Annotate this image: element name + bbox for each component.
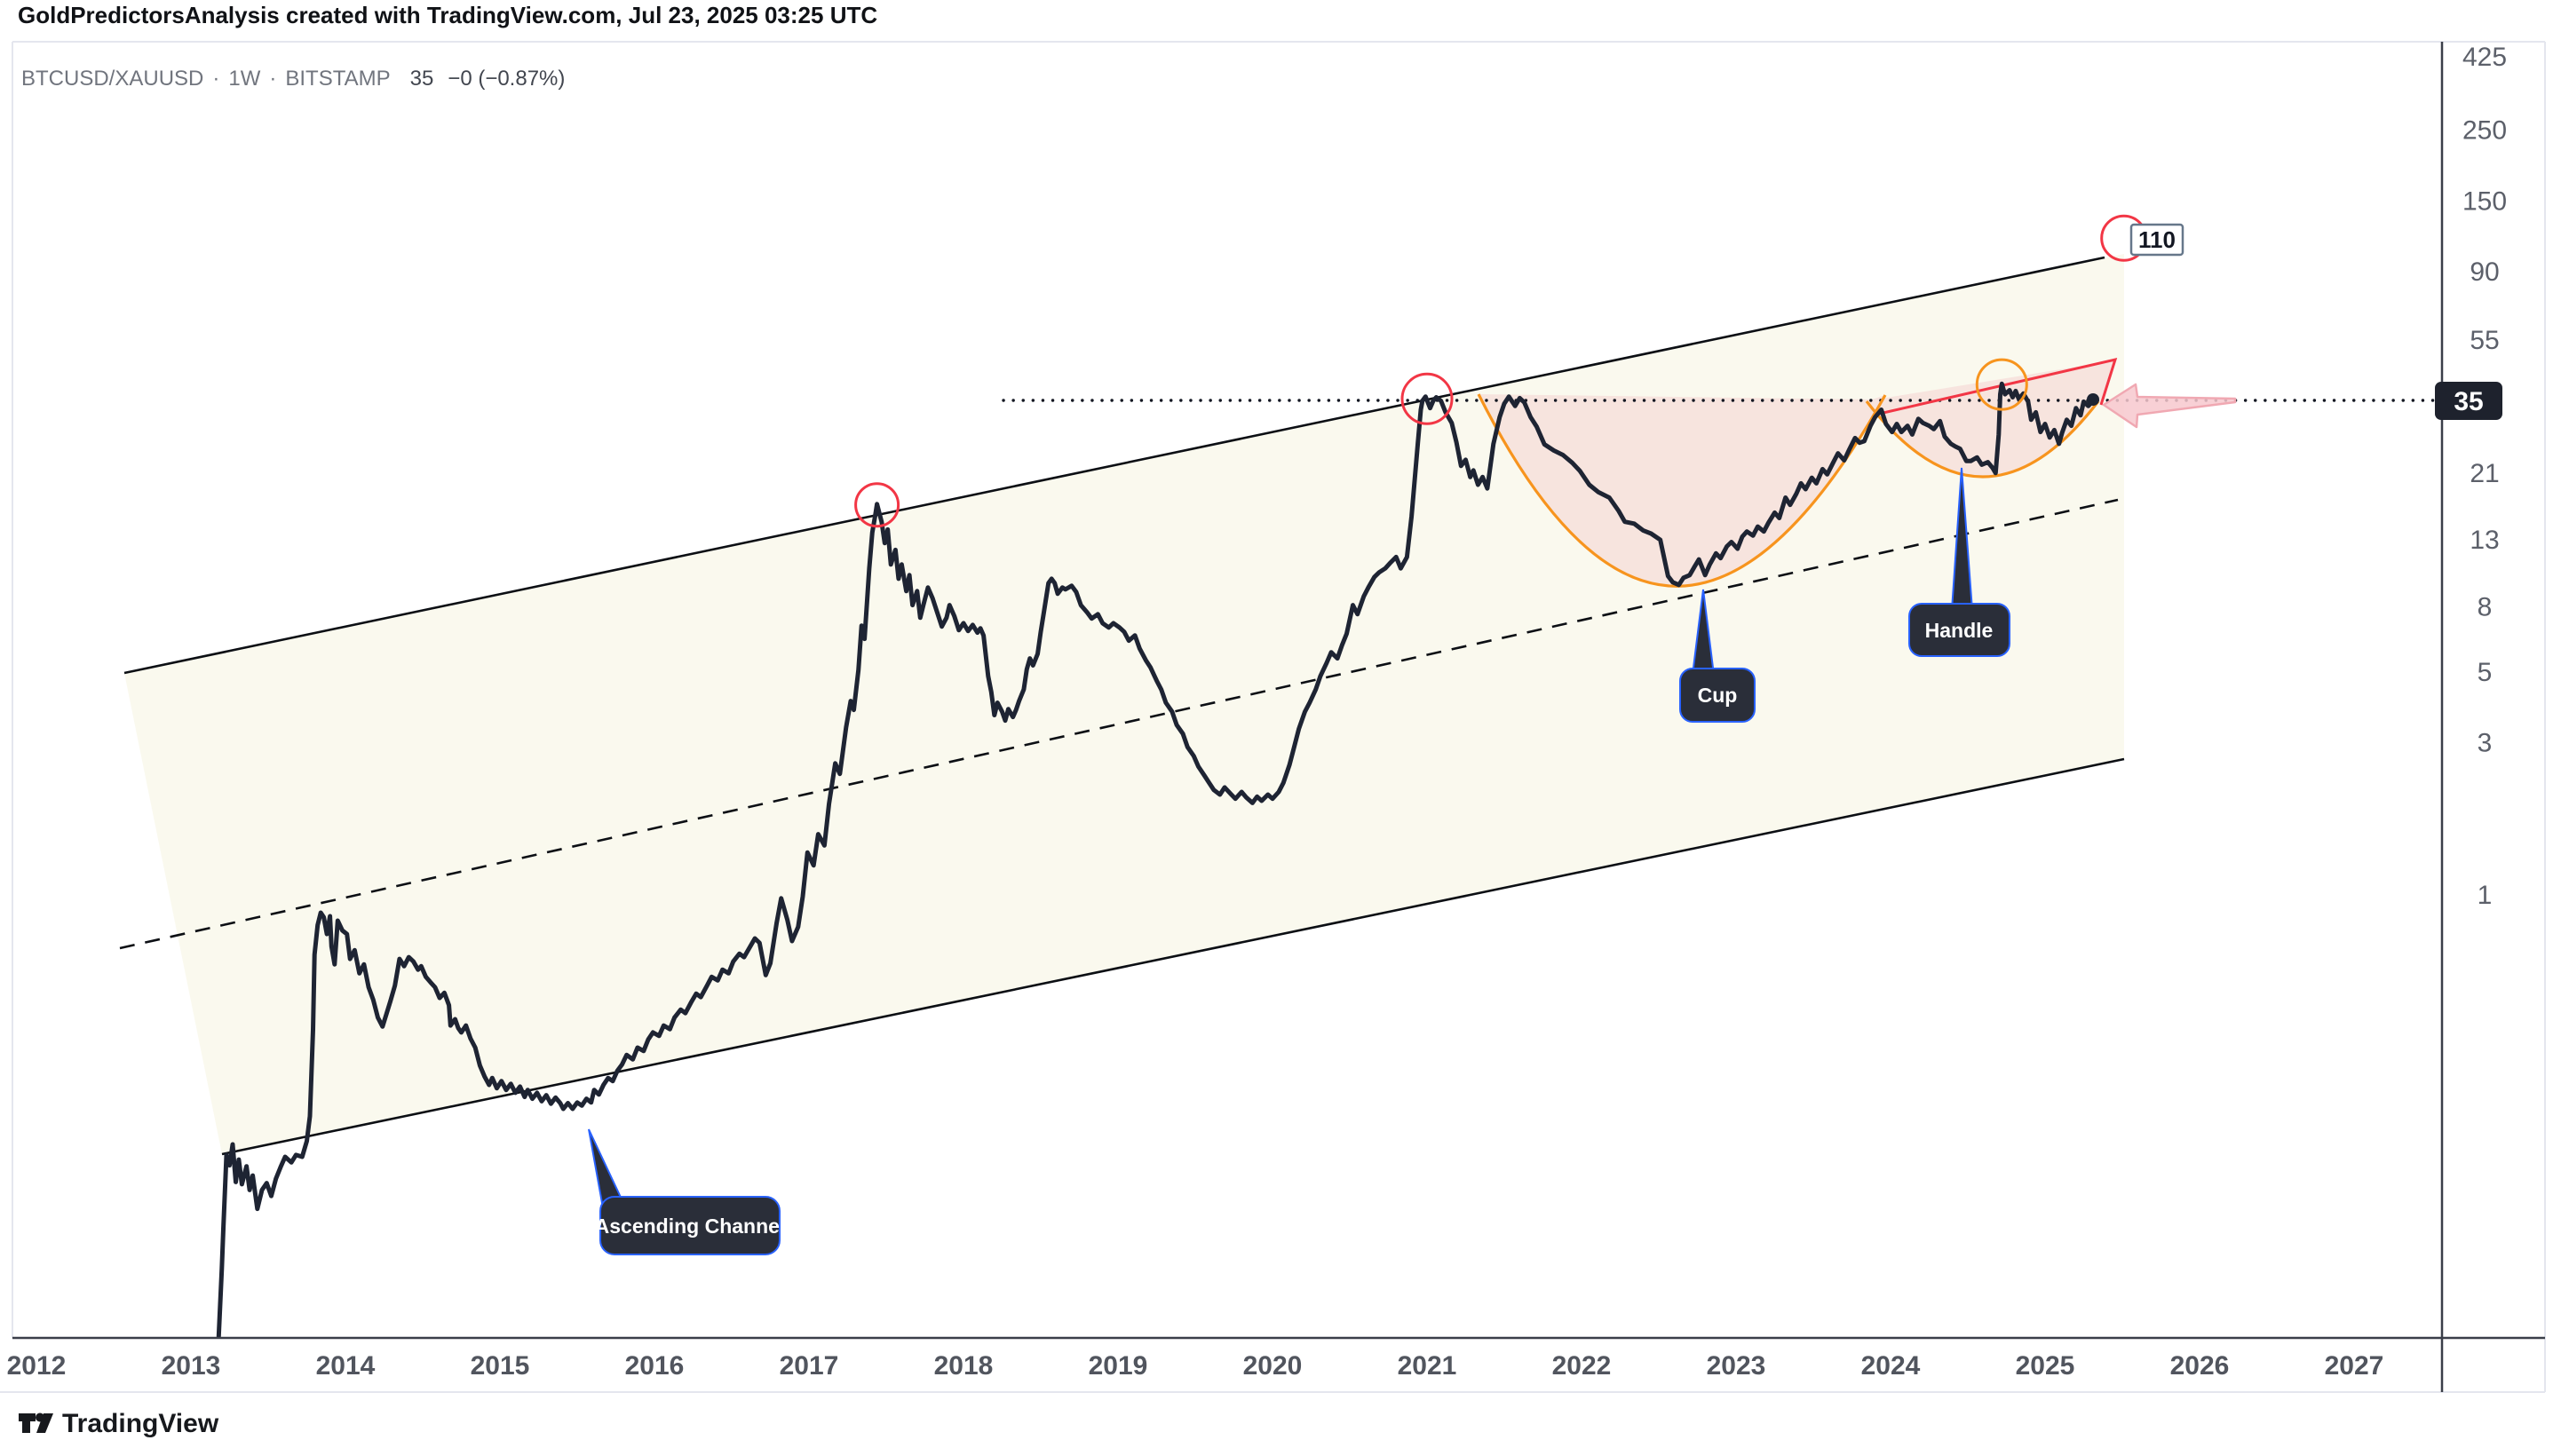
projection-pennant-lines[interactable] [1875,357,2118,416]
cup-handle-pattern-fill [1479,360,2115,587]
current-price-value: 35 [2454,387,2483,416]
legend-change: −0 (−0.87%) [448,67,565,91]
year-tick-2017: 2017 [780,1351,839,1381]
price-tick-150: 150 [2462,186,2507,216]
year-tick-2016: 2016 [625,1351,685,1381]
year-tick-2014: 2014 [316,1351,376,1381]
year-tick-2024: 2024 [1861,1351,1921,1381]
price-scale[interactable]: 425 250 150 90 55 21 13 8 5 3 1 [2462,43,2507,910]
tradingview-logo-slash [36,1413,53,1433]
year-tick-2023: 2023 [1707,1351,1766,1381]
pattern-circle-top-2024[interactable] [1975,358,2028,411]
year-tick-2020: 2020 [1243,1351,1303,1381]
callout-handle[interactable]: Handle [1908,467,2010,657]
pattern-circle-top-2021[interactable] [1400,372,1454,425]
price-tick-90: 90 [2470,257,2499,287]
callout-ascending-channel[interactable]: Ascending Channel [588,1128,786,1255]
legend-exchange: BITSTAMP [285,67,390,91]
year-tick-2019: 2019 [1089,1351,1148,1381]
legend-sep2: · [269,67,276,91]
price-tick-5: 5 [2478,658,2493,687]
channel-lower-line[interactable] [221,757,2125,1156]
price-line[interactable] [216,381,2096,1339]
channel-midline-dashed[interactable] [119,498,2119,950]
handle-arc[interactable] [1865,400,2100,479]
year-tick-2027: 2027 [2325,1351,2384,1381]
tradingview-logo[interactable]: TradingView [19,1409,219,1438]
pattern-circle-top-2017[interactable] [854,482,900,528]
legend-timeframe: 1W [228,67,260,91]
year-tick-2021: 2021 [1398,1351,1457,1381]
price-tick-21: 21 [2470,459,2499,488]
price-tick-1: 1 [2478,881,2493,910]
price-tick-8: 8 [2478,593,2493,622]
price-last-point-dot[interactable] [2087,393,2099,406]
price-tick-250: 250 [2462,116,2507,146]
price-tick-425: 425 [2462,43,2507,72]
callout-cup[interactable]: Cup [1679,589,1756,723]
price-tick-3: 3 [2478,729,2493,758]
tradingview-logo-text: TradingView [62,1409,219,1438]
tradingview-logo-icon [19,1413,36,1433]
year-tick-2025: 2025 [2016,1351,2075,1381]
pane-borders [0,41,2546,1393]
price-tick-55: 55 [2470,326,2499,355]
year-tick-2026: 2026 [2170,1351,2230,1381]
symbol-legend[interactable]: BTCUSD/XAUUSD · 1W · BITSTAMP 35 −0 (−0.87%) [21,67,565,91]
year-tick-2013: 2013 [162,1351,221,1381]
price-target-label[interactable]: 110 [2129,223,2184,257]
year-tick-2015: 2015 [471,1351,530,1381]
cup-label: Cup [1698,684,1738,707]
price-tick-13: 13 [2470,526,2499,555]
current-price-badge[interactable]: 35 [2435,382,2502,420]
channel-upper-line[interactable] [123,256,2105,675]
handle-label: Handle [1925,619,1994,642]
ascending-channel-label: Ascending Channel [595,1215,786,1238]
legend-sep1: · [212,67,219,91]
channel-fill [124,254,2124,1154]
legend-symbol: BTCUSD/XAUUSD [21,67,203,91]
time-scale[interactable]: 2012 2013 2014 2015 2016 2017 2018 2019 2020 2021… [7,1351,2384,1381]
year-tick-2022: 2022 [1552,1351,1612,1381]
year-tick-2018: 2018 [934,1351,994,1381]
year-tick-2012: 2012 [7,1351,67,1381]
price-target-value: 110 [2138,226,2176,253]
projection-arrow[interactable] [2102,383,2237,429]
watermark-text: GoldPredictorsAnalysis created with Trad… [18,2,877,28]
legend-price: 35 [410,67,434,91]
